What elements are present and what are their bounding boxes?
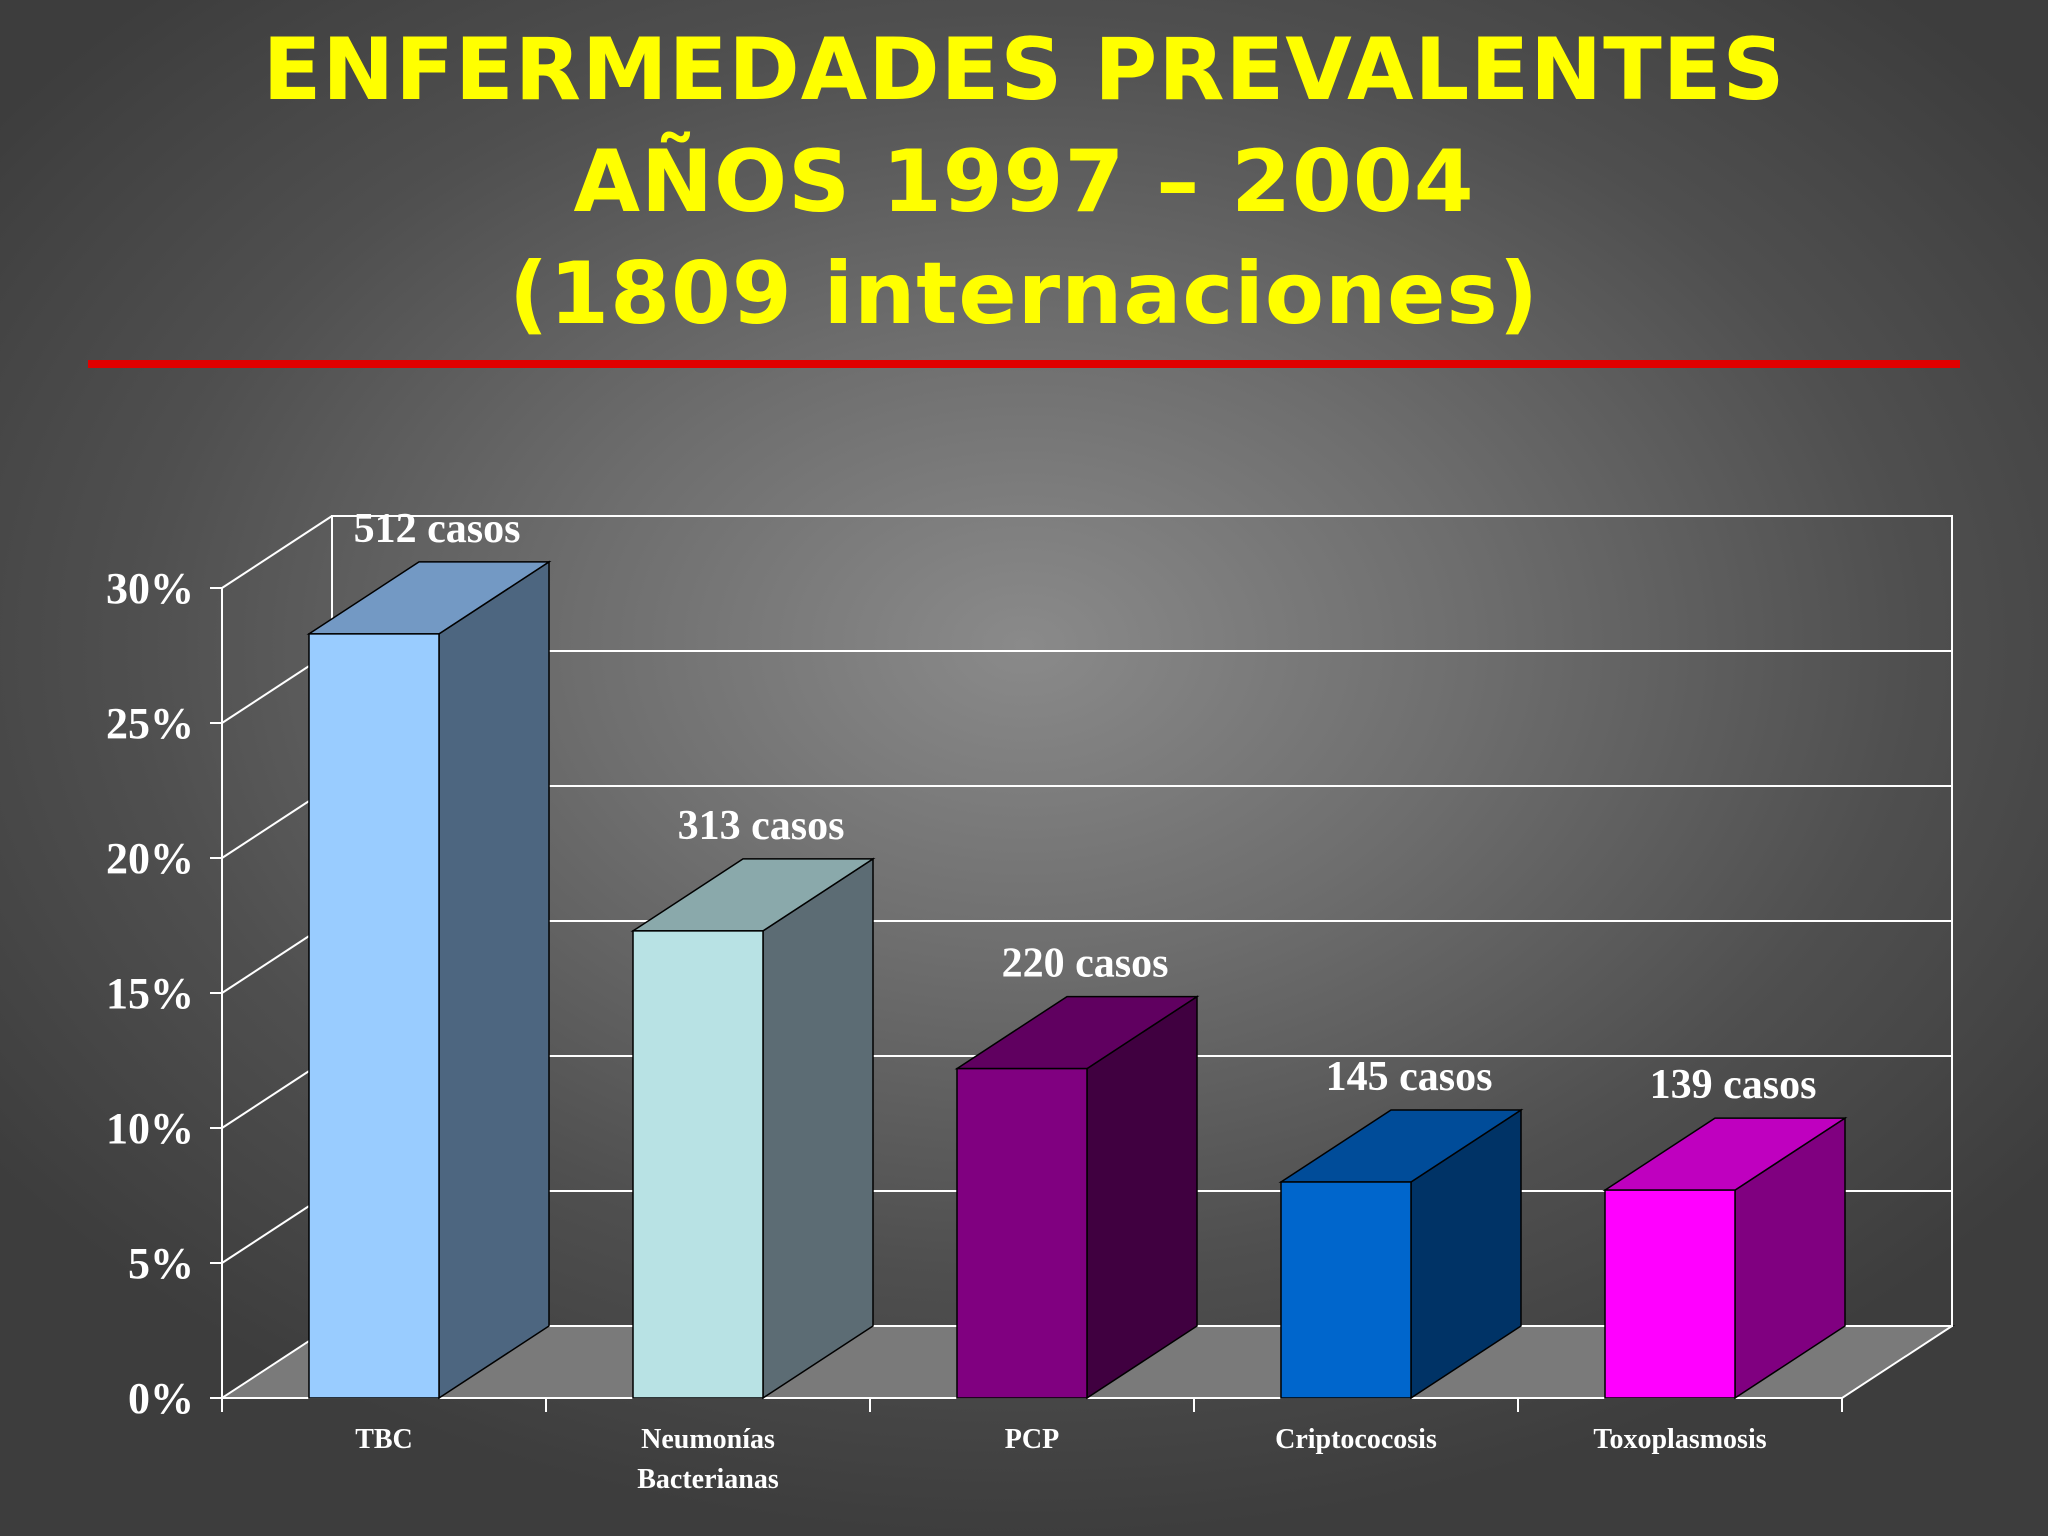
bars	[306, 560, 1848, 1400]
x-tick-label: TBC	[355, 1424, 413, 1455]
bar	[1278, 1108, 1524, 1400]
x-tick-label: PCP	[1005, 1424, 1059, 1455]
bar	[306, 560, 552, 1400]
y-tick-label: 25%	[106, 699, 194, 748]
bar-front	[956, 1067, 1088, 1399]
floor-right-edge	[1841, 1325, 1953, 1399]
data-label: 220 casos	[1002, 941, 1169, 987]
bar	[954, 995, 1200, 1400]
y-tick-label: 30%	[106, 564, 194, 613]
x-tick-label: Neumonías	[641, 1424, 775, 1455]
x-tick-label: Toxoplasmosis	[1593, 1424, 1766, 1455]
y-tick-label: 15%	[106, 969, 194, 1018]
y-axis-ticks: 0% 5% 10% 15% 20% 25% 30%	[106, 564, 222, 1423]
bar-front	[1280, 1181, 1412, 1399]
x-tick-label: Criptococosis	[1275, 1424, 1437, 1455]
x-tick-label: Bacterianas	[637, 1464, 779, 1495]
data-label: 313 casos	[678, 803, 845, 849]
x-axis-labels: TBC Neumonías Bacterianas PCP Criptococosis T…	[221, 1398, 1843, 1495]
data-label: 139 casos	[1650, 1062, 1817, 1108]
y-tick-label: 20%	[106, 834, 194, 883]
title-line-3: (1809 internaciones)	[509, 244, 1539, 344]
slide-title: ENFERMEDADES PREVALENTES AÑOS 1997 – 200…	[0, 14, 2048, 350]
title-line-1: ENFERMEDADES PREVALENTES	[262, 20, 1786, 120]
gridline-side	[221, 515, 333, 589]
bar-front	[632, 930, 764, 1399]
y-tick-label: 5%	[128, 1239, 194, 1288]
bar-side	[438, 560, 550, 1400]
y-tick-label: 10%	[106, 1104, 194, 1153]
data-label: 512 casos	[354, 506, 521, 552]
title-line-2: AÑOS 1997 – 2004	[573, 132, 1475, 232]
title-divider	[88, 360, 1960, 368]
data-labels: 512 casos 313 casos 220 casos 145 casos 139 …	[354, 506, 1817, 1108]
data-label: 145 casos	[1326, 1054, 1493, 1100]
bar-front	[308, 633, 440, 1399]
bar	[1602, 1116, 1848, 1400]
bar-front	[1604, 1189, 1736, 1399]
bar	[630, 857, 876, 1400]
bar-side	[762, 857, 874, 1400]
y-tick-label: 0%	[128, 1374, 194, 1423]
